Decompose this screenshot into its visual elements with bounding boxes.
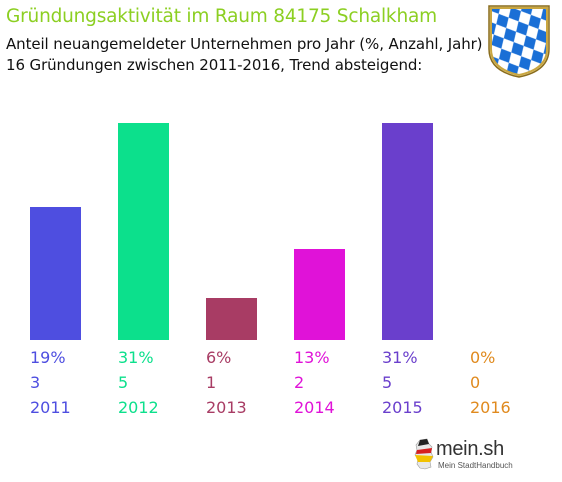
count-label-2013: 1 xyxy=(206,373,217,392)
count-label-2012: 5 xyxy=(118,373,129,392)
germany-map-icon xyxy=(414,438,434,470)
logo-text: mein.sh xyxy=(436,438,504,460)
percent-label-2015: 31% xyxy=(382,348,418,367)
count-label-2011: 3 xyxy=(30,373,41,392)
year-label-2014: 2014 xyxy=(294,398,335,417)
year-label-2012: 2012 xyxy=(118,398,159,417)
year-label-2013: 2013 xyxy=(206,398,247,417)
percent-label-2016: 0% xyxy=(470,348,496,367)
percent-label-2011: 19% xyxy=(30,348,66,367)
count-label-2016: 0 xyxy=(470,373,481,392)
bar-2012 xyxy=(118,123,169,340)
count-label-2015: 5 xyxy=(382,373,393,392)
bar-2014 xyxy=(294,249,345,340)
bar-2013 xyxy=(206,298,257,340)
bar-2011 xyxy=(30,207,81,340)
bar-2015 xyxy=(382,123,433,340)
percent-label-2013: 6% xyxy=(206,348,232,367)
chart-title: Gründungsaktivität im Raum 84175 Schalkh… xyxy=(6,6,437,27)
year-label-2015: 2015 xyxy=(382,398,423,417)
bavarian-crest-icon xyxy=(488,5,550,78)
year-label-2016: 2016 xyxy=(470,398,511,417)
chart-summary: 16 Gründungen zwischen 2011-2016, Trend … xyxy=(6,56,423,74)
year-label-2011: 2011 xyxy=(30,398,71,417)
percent-label-2012: 31% xyxy=(118,348,154,367)
percent-label-2014: 13% xyxy=(294,348,330,367)
count-label-2014: 2 xyxy=(294,373,305,392)
chart-subtitle: Anteil neuangemeldeter Unternehmen pro J… xyxy=(6,35,483,53)
logo-tagline: Mein StadtHandbuch xyxy=(438,461,513,470)
mein-sh-logo: mein.sh Mein StadtHandbuch xyxy=(412,434,524,474)
